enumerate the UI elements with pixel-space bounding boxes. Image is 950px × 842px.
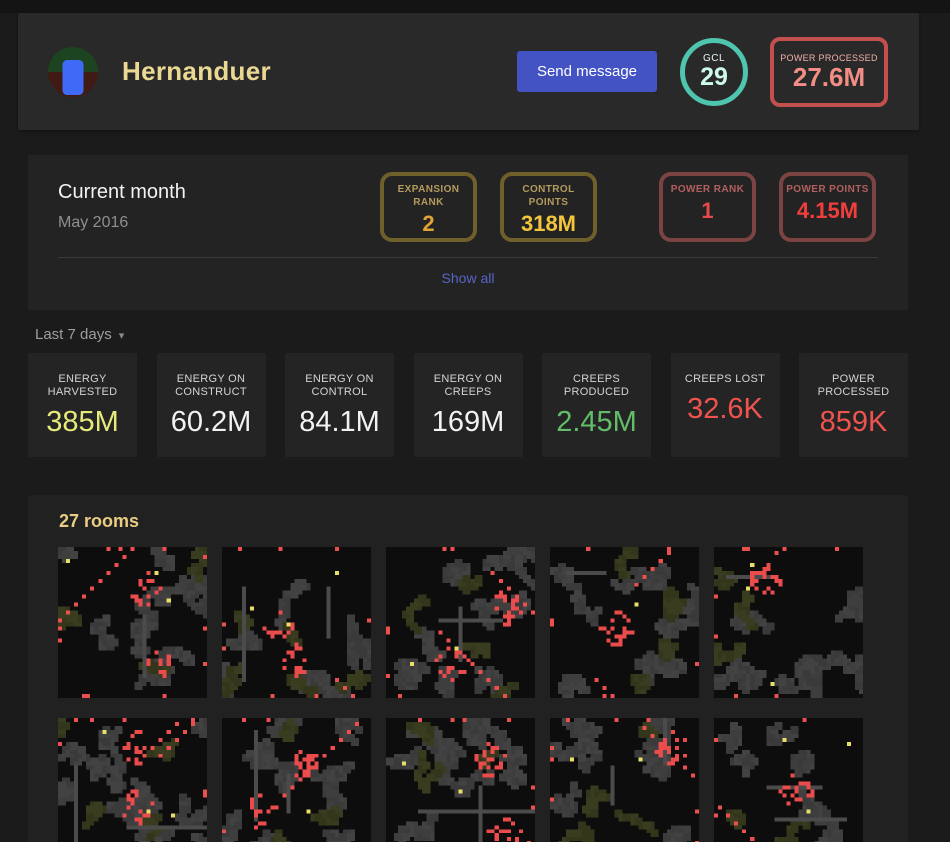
gcl-label: GCL xyxy=(702,53,726,64)
player-name: Hernanduer xyxy=(122,56,271,86)
stat-card-value: 385M xyxy=(46,406,119,438)
room-thumbnail[interactable] xyxy=(58,718,207,842)
current-month-title: Current month xyxy=(58,181,186,203)
stat-card-creeps-produced: CREEPS PRODUCED 2.45M xyxy=(542,353,651,457)
rooms-grid xyxy=(58,547,878,842)
room-thumbnail[interactable] xyxy=(386,718,535,842)
rank-badge-label: CONTROL POINTS xyxy=(522,184,575,208)
rooms-panel: 27 rooms xyxy=(28,495,908,842)
rank-badge-label: POWER POINTS xyxy=(786,184,869,195)
stat-card-label: ENERGY ON CREEPS xyxy=(433,373,503,398)
top-strip xyxy=(0,0,950,13)
current-month-subtitle: May 2016 xyxy=(58,214,129,231)
stat-card-energy-on-construct: ENERGY ON CONSTRUCT 60.2M xyxy=(156,353,266,457)
stat-card-value: 32.6K xyxy=(687,393,763,425)
stat-card-label: CREEPS LOST xyxy=(684,373,766,385)
rank-badge-value: 318M xyxy=(520,211,577,236)
stat-card-creeps-lost: CREEPS LOST 32.6K xyxy=(670,353,780,457)
stat-card-label: CREEPS PRODUCED xyxy=(563,373,630,398)
power-processed-value: 27.6M xyxy=(792,61,866,92)
stat-card-label: POWER PROCESSED xyxy=(817,373,890,398)
rooms-heading: 27 rooms xyxy=(59,511,140,531)
stat-card-label: ENERGY HARVESTED xyxy=(47,373,118,398)
gcl-badge: GCL 29 xyxy=(680,37,748,106)
chevron-down-icon: ▾ xyxy=(118,330,125,342)
power-processed-label: POWER PROCESSED xyxy=(780,52,878,63)
room-thumbnail[interactable] xyxy=(386,547,535,698)
room-thumbnail[interactable] xyxy=(714,718,863,842)
period-filter-label: Last 7 days xyxy=(35,326,112,343)
stats-row: ENERGY HARVESTED 385M ENERGY ON CONSTRUCT 6… xyxy=(28,353,908,457)
stat-card-label: ENERGY ON CONSTRUCT xyxy=(175,373,247,398)
current-month-panel: Current month May 2016 EXPANSION RANK 2 CO… xyxy=(28,155,908,310)
stat-card-power-processed: POWER PROCESSED 859K xyxy=(799,353,908,457)
room-thumbnail[interactable] xyxy=(58,547,207,698)
rank-badge-value: 1 xyxy=(701,198,714,223)
stat-card-value: 169M xyxy=(431,406,505,438)
stat-card-energy-on-creeps: ENERGY ON CREEPS 169M xyxy=(413,353,523,457)
stat-card-value: 60.2M xyxy=(170,406,252,438)
rank-badge-control-points: CONTROL POINTS 318M xyxy=(500,172,597,242)
stat-card-value: 84.1M xyxy=(299,406,380,438)
power-processed-badge: POWER PROCESSED 27.6M xyxy=(770,36,888,107)
room-thumbnail[interactable] xyxy=(550,547,699,698)
rank-badge-label: POWER RANK xyxy=(670,184,745,195)
rank-badge-power-points: POWER POINTS 4.15M xyxy=(779,172,876,242)
stat-card-energy-harvested: ENERGY HARVESTED 385M xyxy=(28,353,137,457)
period-filter-dropdown[interactable]: Last 7 days ▾ xyxy=(35,326,124,343)
room-thumbnail[interactable] xyxy=(550,718,699,842)
avatar xyxy=(48,46,98,97)
room-thumbnail[interactable] xyxy=(714,547,863,698)
stat-card-label: ENERGY ON CONTROL xyxy=(305,373,374,398)
rank-badge-value: 2 xyxy=(422,211,435,236)
profile-header: Hernanduer Send message GCL 29 POWER PRO… xyxy=(18,13,919,130)
stat-card-energy-on-control: ENERGY ON CONTROL 84.1M xyxy=(285,353,394,457)
rank-badge-expansion-rank: EXPANSION RANK 2 xyxy=(380,172,477,242)
stat-card-value: 2.45M xyxy=(556,406,637,438)
rank-badges-group: EXPANSION RANK 2 CONTROL POINTS 318M POWER R… xyxy=(380,172,876,242)
rank-badge-value: 4.15M xyxy=(796,198,859,223)
rank-badge-label: EXPANSION RANK xyxy=(397,184,460,208)
room-thumbnail[interactable] xyxy=(222,547,371,698)
room-thumbnail[interactable] xyxy=(222,718,371,842)
rank-badge-power-rank: POWER RANK 1 xyxy=(659,172,756,242)
show-all-link[interactable]: Show all xyxy=(441,270,495,286)
stat-card-value: 859K xyxy=(819,406,888,438)
gcl-value: 29 xyxy=(700,63,728,91)
send-message-button[interactable]: Send message xyxy=(517,51,657,92)
divider xyxy=(58,257,878,258)
